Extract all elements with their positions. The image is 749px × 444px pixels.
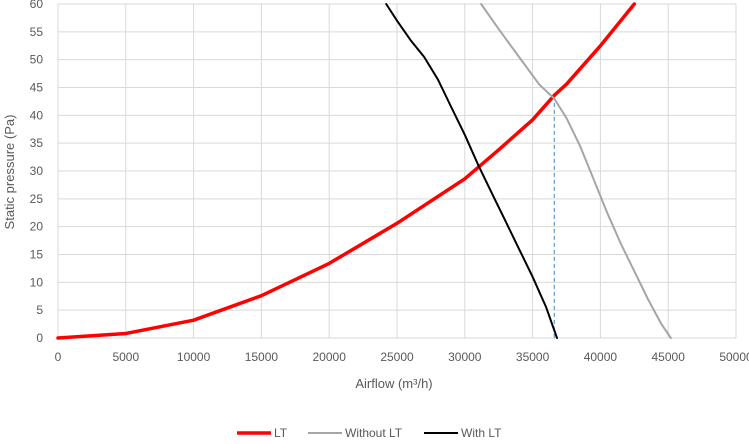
x-tick-label: 30000: [448, 350, 482, 364]
x-tick-label: 25000: [380, 350, 414, 364]
y-tick-label: 5: [36, 303, 43, 317]
x-tick-label: 5000: [112, 350, 139, 364]
legend: LT Without LT With LT: [237, 426, 502, 440]
y-axis-tick-labels: 0 5 10 15 20 25 30 35 40 45 50 55 60: [30, 0, 44, 345]
x-tick-label: 40000: [584, 350, 618, 364]
y-tick-label: 30: [30, 164, 44, 178]
gridlines: [57, 3, 737, 339]
x-tick-label: 0: [55, 350, 62, 364]
y-tick-label: 25: [30, 192, 44, 206]
y-tick-label: 55: [30, 25, 44, 39]
y-axis-title: Static pressure (Pa): [2, 115, 17, 230]
y-tick-label: 15: [30, 248, 44, 262]
y-tick-label: 45: [30, 81, 44, 95]
x-tick-label: 20000: [313, 350, 347, 364]
y-tick-label: 0: [36, 331, 43, 345]
y-tick-label: 35: [30, 136, 44, 150]
y-tick-label: 50: [30, 53, 44, 67]
series-line-with-lt: [385, 3, 558, 339]
x-tick-label: 10000: [177, 350, 211, 364]
y-tick-label: 20: [30, 220, 44, 234]
x-tick-label: 15000: [245, 350, 279, 364]
series-line-without-lt: [480, 3, 672, 339]
legend-label: Without LT: [345, 426, 403, 440]
x-axis-tick-labels: 0 5000 10000 15000 20000 25000 30000 35000 40000…: [55, 350, 749, 364]
x-axis-title: Airflow (m³/h): [355, 376, 432, 391]
y-tick-label: 40: [30, 108, 44, 122]
x-tick-label: 35000: [516, 350, 550, 364]
x-tick-label: 45000: [652, 350, 686, 364]
series-line-lt: [56, 2, 637, 340]
series-lines: [56, 2, 672, 340]
y-tick-label: 60: [30, 0, 44, 11]
legend-label: LT: [274, 426, 288, 440]
y-tick-label: 10: [30, 275, 44, 289]
legend-label: With LT: [461, 426, 502, 440]
